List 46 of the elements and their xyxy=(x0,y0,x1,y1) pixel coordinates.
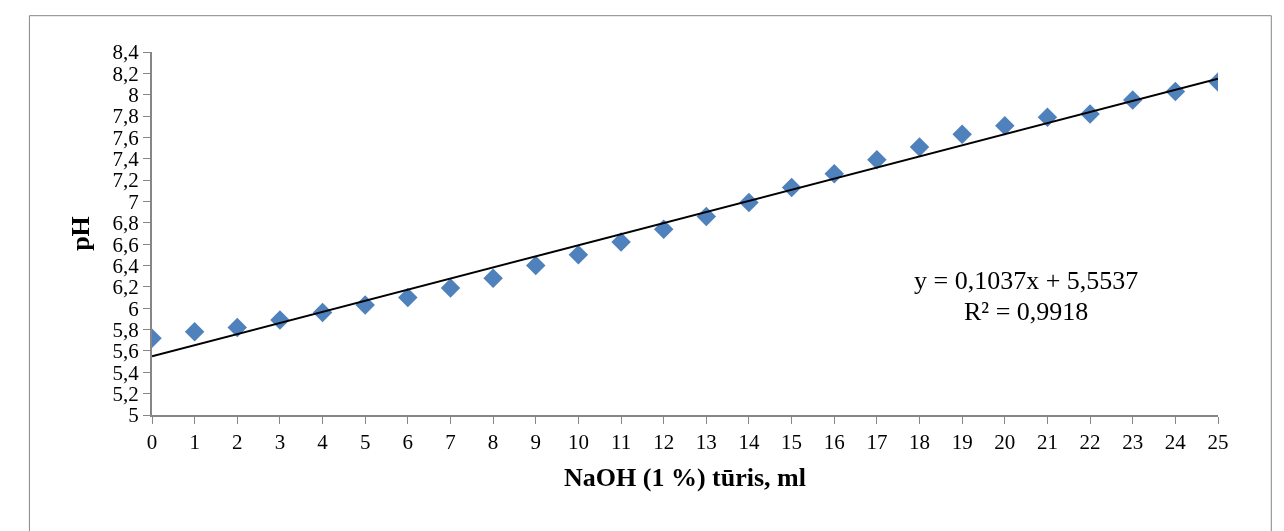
point xyxy=(227,317,248,338)
point xyxy=(867,150,887,170)
x-tick-label: 12 xyxy=(653,430,675,455)
x-tick-label: 15 xyxy=(781,430,803,455)
x-tick-label: 23 xyxy=(1122,430,1144,455)
x-tick-label: 7 xyxy=(445,430,456,455)
point xyxy=(184,321,205,342)
x-tick-label: 16 xyxy=(823,430,845,455)
x-tick-label: 18 xyxy=(909,430,931,455)
x-tick-label: 13 xyxy=(695,430,717,455)
y-tick-label: 5 xyxy=(128,403,139,428)
x-tick-label: 19 xyxy=(951,430,973,455)
x-tick-label: 3 xyxy=(274,430,286,455)
annotation: R² = 0,9918 xyxy=(964,297,1089,326)
x-tick-label: 10 xyxy=(567,430,589,455)
point xyxy=(653,219,674,239)
y-tick-label: 5,2 xyxy=(112,382,139,406)
point xyxy=(483,268,503,289)
x-tick-label: 22 xyxy=(1079,430,1101,455)
x-tick-label: 9 xyxy=(530,430,542,455)
annotation: y = 0,1037x + 5,5537 xyxy=(914,266,1139,295)
x-tick-label: 0 xyxy=(146,430,158,455)
x-tick-label: 5 xyxy=(359,430,371,455)
x-tick-label: 2 xyxy=(232,430,243,455)
x-tick-label: 20 xyxy=(994,430,1016,455)
y-axis-title: pH xyxy=(66,216,96,251)
x-tick-label: 17 xyxy=(866,430,888,455)
x-tick-label: 21 xyxy=(1036,430,1058,455)
x-tick-label: 24 xyxy=(1164,430,1187,455)
point xyxy=(440,278,461,298)
x-tick-label: 1 xyxy=(189,430,200,455)
x-tick-label: 14 xyxy=(738,430,760,455)
point xyxy=(398,287,418,308)
point xyxy=(995,115,1015,136)
point xyxy=(1037,107,1058,127)
point xyxy=(568,245,589,265)
point xyxy=(952,124,972,144)
point xyxy=(909,137,930,157)
x-axis-title: NaOH (1 %) tūris, ml xyxy=(564,463,806,493)
x-tick-label: 8 xyxy=(487,430,499,455)
x-tick-label: 25 xyxy=(1207,430,1229,455)
x-tick-label: 4 xyxy=(317,430,329,455)
x-tick-label: 11 xyxy=(610,430,632,455)
point xyxy=(526,255,546,276)
point xyxy=(611,232,631,252)
x-tick-label: 6 xyxy=(402,430,414,455)
